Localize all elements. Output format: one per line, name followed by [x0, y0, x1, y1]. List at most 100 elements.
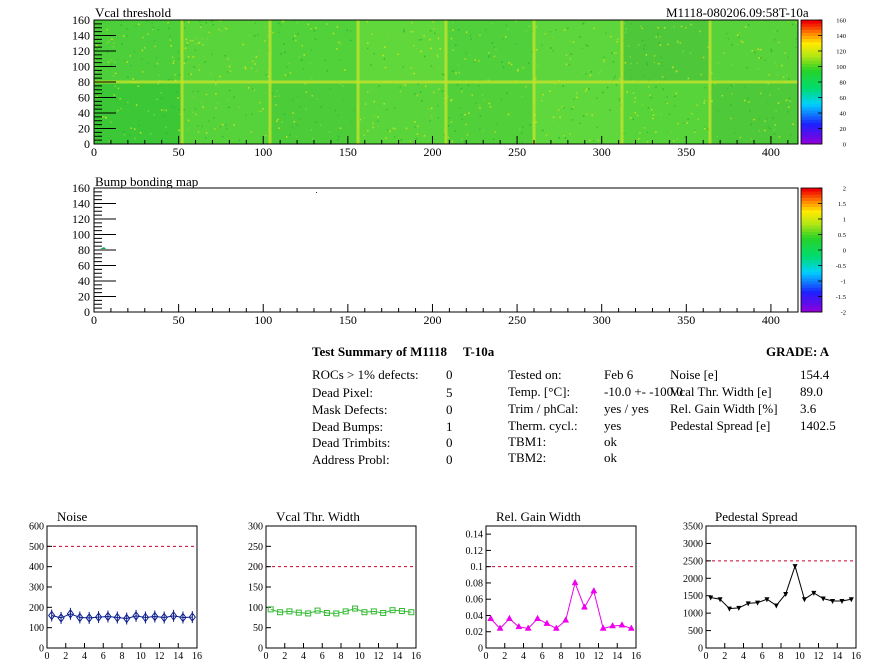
pixel-speckle — [437, 37, 440, 40]
colorbar-segment — [801, 206, 822, 211]
pixel-speckle — [344, 69, 346, 71]
pixel-speckle — [785, 99, 788, 101]
pixel-speckle — [123, 103, 126, 105]
pixel-speckle — [767, 82, 770, 85]
pixel-speckle — [227, 99, 229, 101]
x-tick-label: 10 — [795, 651, 805, 662]
pixel-speckle — [558, 137, 560, 139]
pixel-speckle — [457, 29, 460, 31]
pixel-speckle — [584, 90, 587, 92]
y-tick-label: 300 — [29, 583, 44, 594]
pixel-speckle — [326, 70, 328, 72]
pixel-speckle — [169, 39, 172, 41]
pixel-speckle — [349, 30, 352, 32]
pixel-speckle — [202, 106, 204, 108]
x-tick-label: 4 — [521, 651, 526, 662]
pixel-speckle — [346, 29, 348, 31]
pixel-speckle — [448, 117, 451, 119]
pixel-speckle — [130, 65, 132, 67]
data-point — [736, 605, 742, 611]
pixel-speckle — [447, 136, 450, 139]
pixel-speckle — [550, 47, 552, 49]
pixel-speckle — [475, 102, 478, 105]
pixel-speckle — [430, 47, 432, 50]
pixel-speckle — [190, 79, 193, 81]
x-tick-label: 0 — [704, 651, 709, 662]
pixel-speckle — [760, 92, 762, 95]
y-tick-label: 140 — [72, 29, 90, 43]
pixel-speckle — [746, 66, 748, 69]
pixel-speckle — [795, 21, 797, 24]
data-point — [389, 607, 396, 614]
y-tick-label: 100 — [248, 603, 263, 614]
pixel-speckle — [110, 121, 112, 123]
x-tick-label: 4 — [301, 651, 306, 662]
colorbar-segment — [801, 100, 822, 105]
pixel-speckle — [126, 27, 128, 30]
pixel-speckle — [504, 36, 507, 38]
pixel-speckle — [298, 56, 300, 58]
pixel-speckle — [95, 134, 98, 137]
pixel-speckle — [616, 38, 619, 41]
pixel-speckle — [623, 132, 625, 135]
pixel-speckle — [459, 107, 462, 109]
pixel-speckle — [677, 122, 679, 125]
pixel-speckle — [675, 92, 677, 95]
pixel-speckle — [782, 76, 785, 78]
pixel-speckle — [194, 49, 197, 52]
pixel-speckle — [157, 83, 159, 85]
pixel-speckle — [610, 108, 612, 111]
summary-right-value: 89.0 — [800, 384, 823, 399]
pixel-speckle — [220, 122, 223, 125]
pixel-speckle — [552, 50, 555, 52]
pixel-speckle — [454, 44, 457, 47]
y-tick-label: 500 — [29, 542, 44, 553]
pixel-speckle — [781, 64, 783, 67]
pixel-speckle — [414, 126, 416, 128]
series-line — [270, 608, 412, 614]
colorbar-segment — [801, 103, 822, 108]
pixel-speckle — [399, 86, 402, 89]
data-point — [496, 624, 504, 631]
pixel-speckle — [158, 74, 160, 77]
pixel-speckle — [552, 116, 555, 119]
pixel-speckle — [672, 66, 674, 69]
pixel-speckle — [423, 35, 425, 37]
pixel-speckle — [213, 117, 215, 119]
y-tick-label: 20 — [78, 122, 90, 136]
colorbar-tick-label: -2 — [841, 310, 846, 317]
pixel-speckle — [452, 29, 454, 32]
data-point — [581, 603, 588, 610]
pixel-speckle — [630, 62, 632, 65]
pixel-speckle — [430, 115, 432, 117]
summary-right-value: 154.4 — [800, 367, 830, 382]
pixel-speckle — [403, 30, 406, 33]
data-point — [717, 597, 723, 603]
summary-mid-label: TBM1: — [508, 434, 547, 449]
pixel-speckle — [549, 90, 551, 93]
pixel-speckle — [593, 27, 595, 30]
pixel-speckle — [592, 101, 594, 103]
pixel-speckle — [629, 69, 632, 71]
pixel-speckle — [648, 79, 650, 82]
pixel-speckle — [304, 82, 307, 85]
pixel-speckle — [224, 54, 226, 57]
data-point — [524, 624, 532, 631]
pixel-speckle — [454, 130, 456, 132]
pixel-speckle — [227, 58, 229, 60]
x-tick-label: 0 — [264, 651, 269, 662]
pixel-speckle — [661, 76, 664, 78]
pixel-speckle — [154, 45, 156, 48]
pixel-speckle — [412, 30, 414, 33]
x-tick-label: 0 — [91, 313, 97, 327]
pixel-speckle — [573, 98, 575, 101]
pixel-speckle — [770, 48, 772, 51]
pixel-speckle — [774, 61, 776, 64]
pixel-speckle — [655, 131, 657, 134]
y-tick-label: 2000 — [683, 574, 703, 585]
pixel-speckle — [623, 23, 626, 25]
pixel-speckle — [178, 57, 180, 60]
pixel-speckle — [515, 20, 517, 22]
y-tick-label: 3000 — [683, 539, 703, 550]
